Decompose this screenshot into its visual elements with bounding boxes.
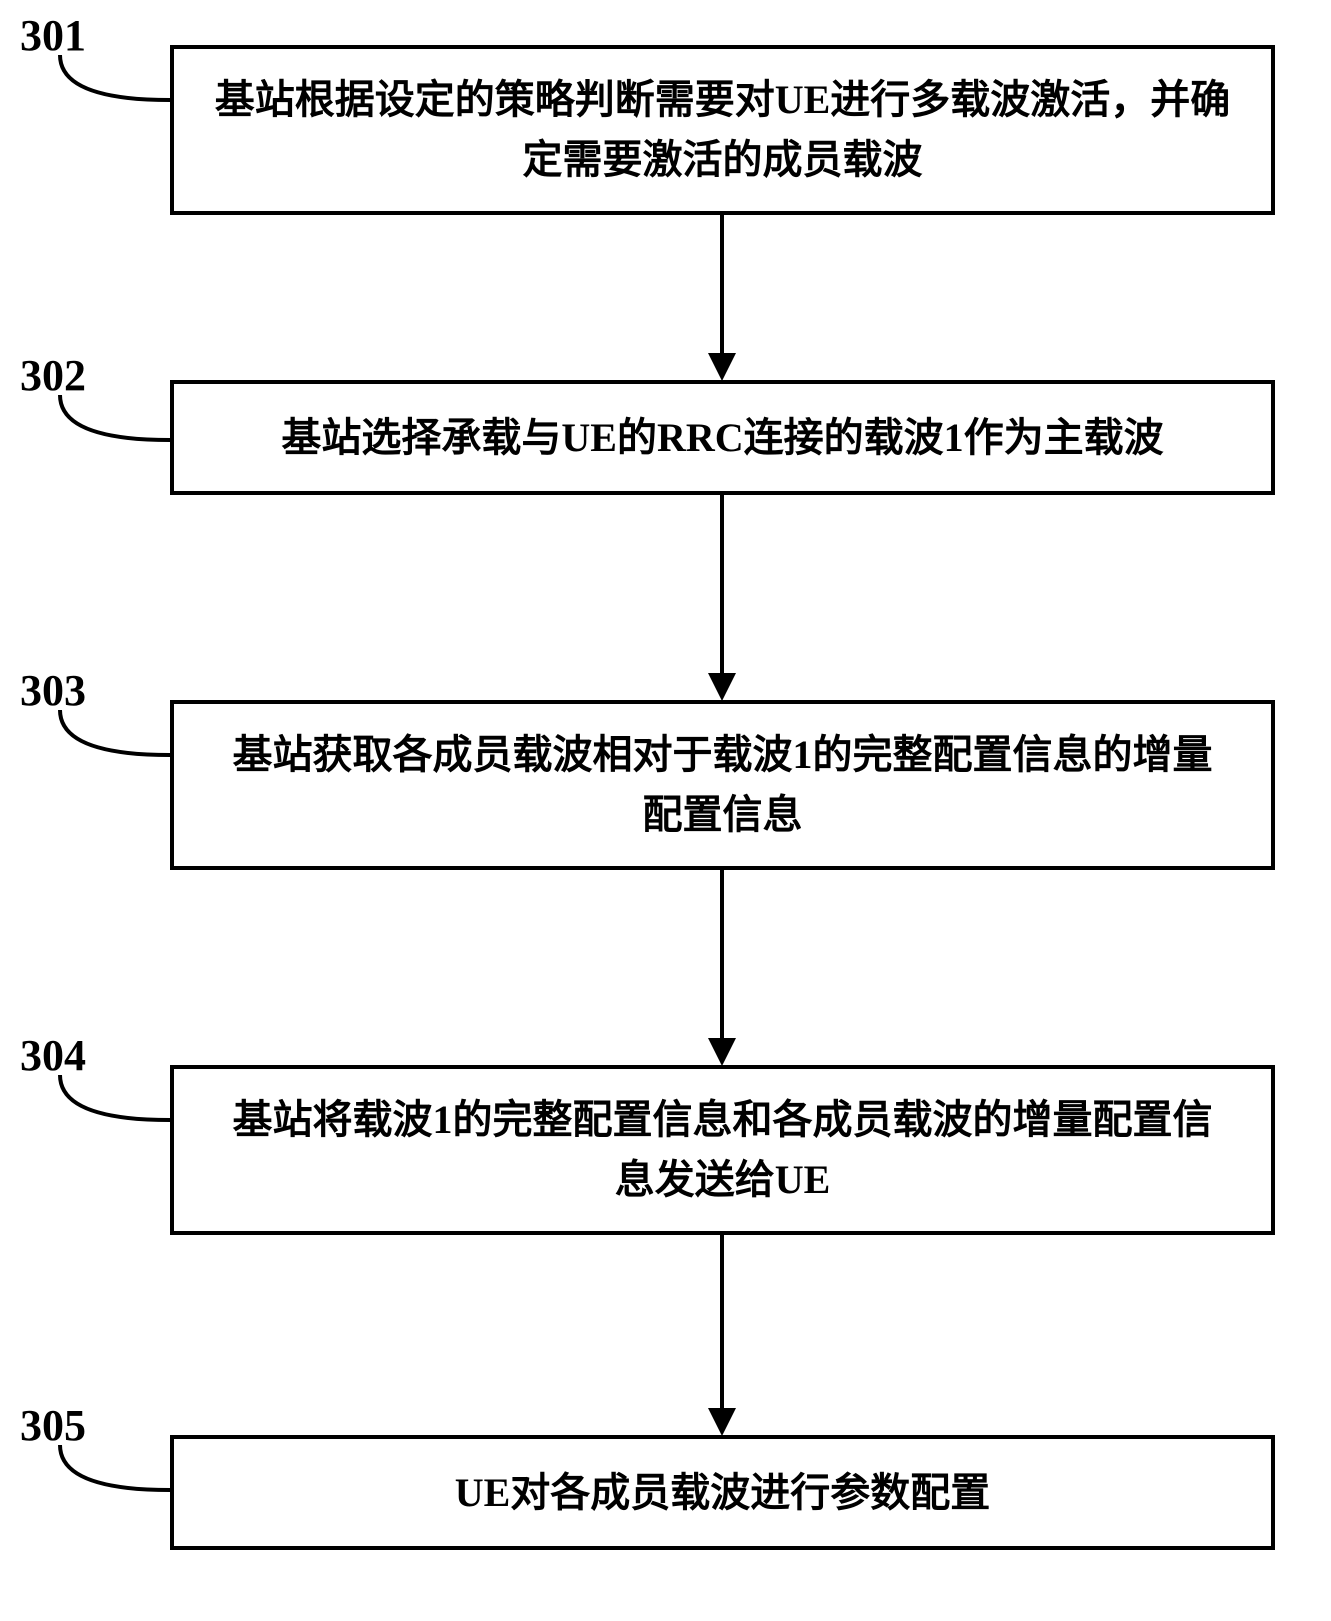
label-curve-304	[50, 1075, 180, 1130]
step-text-301: 基站根据设定的策略判断需要对UE进行多载波激活，并确定需要激活的成员载波	[214, 70, 1231, 190]
label-curve-301	[50, 55, 180, 110]
step-label-305: 305	[20, 1400, 86, 1451]
step-box-305: UE对各成员载波进行参数配置	[170, 1435, 1275, 1550]
step-text-305: UE对各成员载波进行参数配置	[455, 1463, 991, 1523]
step-label-302: 302	[20, 350, 86, 401]
step-text-304: 基站将载波1的完整配置信息和各成员载波的增量配置信息发送给UE	[214, 1090, 1231, 1210]
label-curve-303	[50, 710, 180, 765]
step-label-304: 304	[20, 1030, 86, 1081]
label-curve-305	[50, 1445, 180, 1500]
step-label-303: 303	[20, 665, 86, 716]
step-text-302: 基站选择承载与UE的RRC连接的载波1作为主载波	[281, 408, 1163, 468]
step-box-303: 基站获取各成员载波相对于载波1的完整配置信息的增量配置信息	[170, 700, 1275, 870]
step-box-304: 基站将载波1的完整配置信息和各成员载波的增量配置信息发送给UE	[170, 1065, 1275, 1235]
step-box-302: 基站选择承载与UE的RRC连接的载波1作为主载波	[170, 380, 1275, 495]
step-text-303: 基站获取各成员载波相对于载波1的完整配置信息的增量配置信息	[214, 725, 1231, 845]
step-box-301: 基站根据设定的策略判断需要对UE进行多载波激活，并确定需要激活的成员载波	[170, 45, 1275, 215]
flowchart-container: 301 基站根据设定的策略判断需要对UE进行多载波激活，并确定需要激活的成员载波…	[0, 0, 1331, 1621]
step-label-301: 301	[20, 10, 86, 61]
label-curve-302	[50, 395, 180, 450]
